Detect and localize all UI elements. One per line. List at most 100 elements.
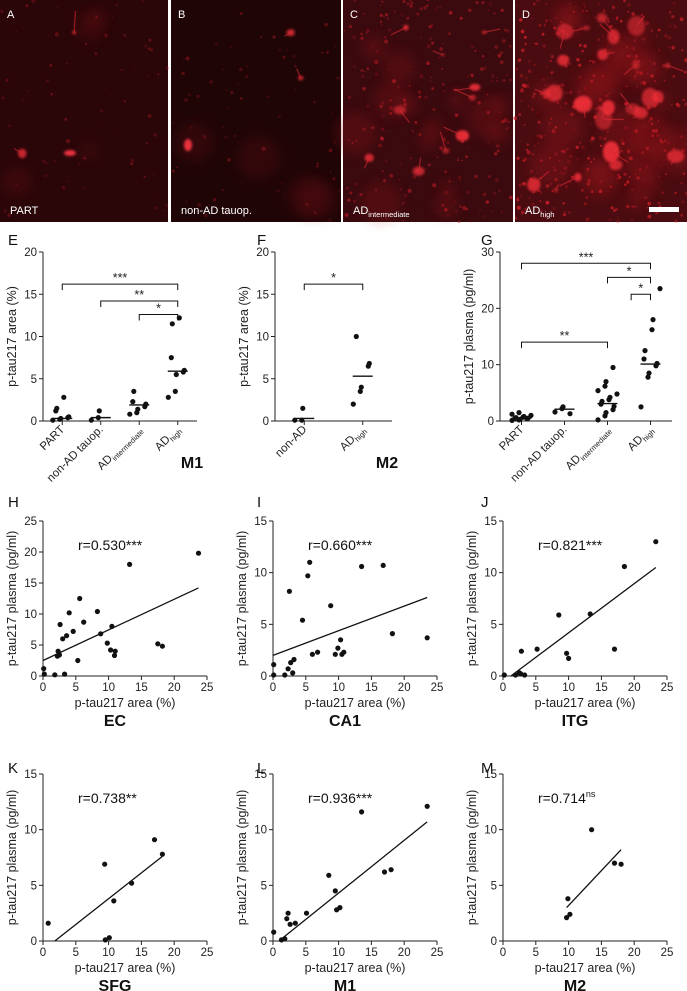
micro-speckle bbox=[531, 17, 533, 19]
micro-speckle bbox=[564, 185, 569, 189]
y-tick-label: 15 bbox=[484, 516, 497, 528]
micro-speckle bbox=[636, 86, 638, 88]
micro-speckle bbox=[469, 221, 472, 223]
data-point bbox=[129, 880, 135, 886]
correlation-label: r=0.936*** bbox=[308, 790, 373, 806]
micro-speckle bbox=[61, 185, 66, 190]
micro-speckle bbox=[535, 42, 539, 45]
micro-speckle bbox=[486, 93, 489, 96]
micro-speckle bbox=[499, 60, 504, 64]
micro-speckle bbox=[329, 171, 332, 174]
category-label: ADhigh bbox=[153, 424, 184, 455]
micro-speckle bbox=[227, 107, 230, 109]
micro-speckle bbox=[345, 186, 349, 190]
micro-panel-a: A PART bbox=[0, 0, 170, 222]
significance-mark: ns bbox=[586, 789, 596, 799]
micro-haze bbox=[579, 157, 620, 198]
micro-speckle bbox=[381, 170, 384, 173]
micro-speckle bbox=[483, 214, 487, 218]
data-point bbox=[102, 861, 108, 867]
data-point bbox=[271, 662, 277, 668]
data-point bbox=[621, 563, 628, 570]
micro-speckle bbox=[424, 95, 428, 100]
chart-m: M 0 5 10 15 p-tau217 plasma (pg/ml) 0 5 10 15 20 25… bbox=[465, 760, 673, 991]
x-tick-label: 25 bbox=[431, 947, 444, 959]
micro-haze bbox=[383, 50, 416, 84]
micro-speckle bbox=[600, 144, 603, 147]
x-axis-label: p-tau217 area (%) bbox=[535, 961, 636, 975]
micro-speckle bbox=[244, 74, 249, 79]
data-point bbox=[653, 539, 659, 545]
micro-speckle bbox=[468, 147, 470, 149]
data-point bbox=[284, 916, 290, 922]
micro-haze bbox=[466, 97, 507, 138]
micro-speckle bbox=[682, 98, 685, 101]
micro-speckle bbox=[443, 90, 445, 93]
micro-speckle bbox=[609, 25, 613, 29]
micro-speckle bbox=[419, 186, 422, 189]
micro-speckle bbox=[494, 45, 499, 49]
micro-speckle bbox=[535, 111, 539, 114]
x-tick-label: 5 bbox=[303, 947, 309, 959]
significance-bracket bbox=[521, 262, 651, 270]
micro-speckle bbox=[552, 206, 556, 211]
micro-speckle bbox=[46, 79, 50, 83]
micro-speckle bbox=[513, 116, 518, 121]
x-tick-label: 10 bbox=[562, 682, 575, 694]
micro-speckle bbox=[550, 71, 553, 74]
micro-speckle bbox=[172, 122, 175, 124]
micro-speckle bbox=[525, 76, 529, 80]
micro-speckle bbox=[589, 59, 592, 62]
data-point bbox=[172, 388, 178, 394]
x-tick-label: 5 bbox=[533, 682, 539, 694]
micro-speckle bbox=[181, 71, 185, 76]
micro-process bbox=[667, 64, 684, 72]
panel-letter: J bbox=[481, 494, 489, 511]
micro-speckle bbox=[383, 15, 386, 18]
micro-speckle bbox=[479, 209, 481, 211]
micro-speckle bbox=[528, 60, 531, 63]
micro-speckle bbox=[369, 113, 373, 116]
data-point bbox=[75, 657, 81, 664]
significance-stars: * bbox=[156, 302, 161, 316]
micro-speckle bbox=[589, 138, 594, 143]
micro-speckle bbox=[380, 137, 385, 141]
y-tick-label: 10 bbox=[254, 825, 267, 837]
micro-speckle bbox=[419, 74, 424, 79]
y-tick-label: 10 bbox=[481, 360, 494, 372]
micro-speckle bbox=[406, 16, 410, 20]
micro-haze bbox=[79, 142, 98, 161]
micro-speckle bbox=[384, 36, 387, 39]
micro-speckle bbox=[431, 87, 434, 90]
micro-speckle bbox=[144, 45, 147, 48]
micro-speckle bbox=[664, 34, 668, 38]
micro-speckle bbox=[240, 97, 243, 100]
micro-speckle bbox=[386, 17, 390, 20]
micro-speckle bbox=[623, 0, 626, 2]
micro-speckle bbox=[428, 36, 433, 41]
micro-process bbox=[602, 51, 615, 56]
data-point bbox=[353, 333, 359, 340]
micro-speckle bbox=[614, 101, 616, 103]
data-point bbox=[645, 374, 651, 380]
regression-line bbox=[510, 566, 657, 677]
micro-speckle bbox=[533, 3, 536, 5]
data-point bbox=[111, 652, 118, 659]
data-point bbox=[271, 929, 277, 935]
micro-speckle bbox=[225, 88, 228, 92]
micro-speckle bbox=[171, 169, 175, 173]
micro-speckle bbox=[541, 32, 545, 36]
panel-letter: K bbox=[8, 760, 18, 777]
micro-speckle bbox=[679, 17, 684, 22]
micro-speckle bbox=[470, 73, 474, 77]
micro-speckle bbox=[224, 135, 228, 139]
data-point bbox=[287, 921, 293, 927]
micro-speckle bbox=[332, 177, 336, 181]
y-tick-label: 15 bbox=[24, 769, 37, 781]
micro-speckle bbox=[629, 176, 631, 178]
micro-speckle bbox=[363, 12, 366, 15]
micro-speckle bbox=[520, 29, 525, 34]
micro-speckle bbox=[362, 86, 366, 91]
